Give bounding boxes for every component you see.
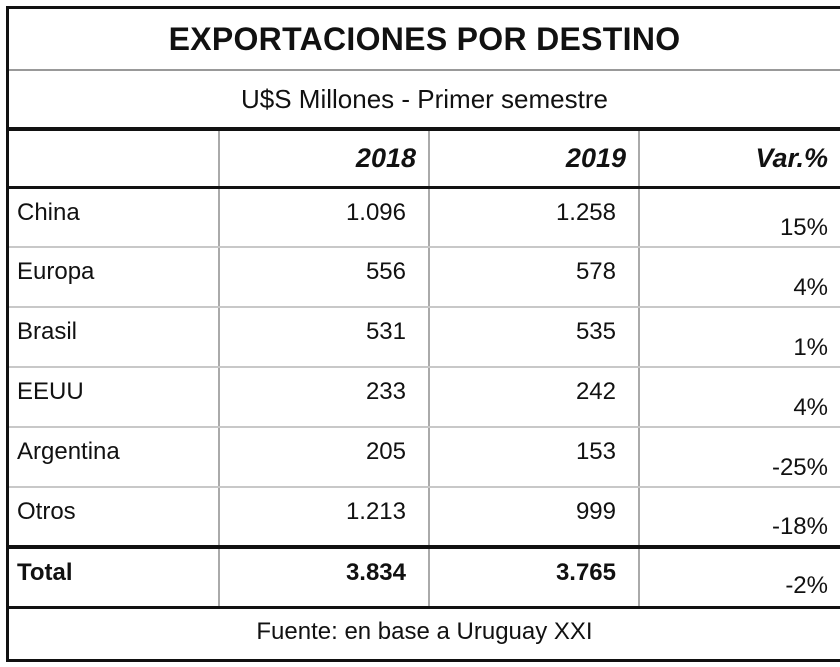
row-value-2018: 1.213 <box>219 487 430 548</box>
row-category: Brasil <box>9 307 220 368</box>
row-variation: -25% <box>639 427 840 488</box>
table-row: Argentina 205 153 -25% <box>9 427 840 488</box>
total-variation: -2% <box>639 545 840 609</box>
header-cell-var: Var.% <box>639 131 840 189</box>
table-subtitle: U$S Millones - Primer semestre <box>9 71 840 131</box>
total-value-2018: 3.834 <box>219 545 430 609</box>
header-row: 2018 2019 Var.% <box>9 131 840 189</box>
row-value-2019: 535 <box>429 307 640 368</box>
total-row: Total 3.834 3.765 -2% <box>9 545 840 609</box>
row-value-2018: 531 <box>219 307 430 368</box>
row-category: Otros <box>9 487 220 548</box>
table-row: Europa 556 578 4% <box>9 247 840 308</box>
row-category: Argentina <box>9 427 220 488</box>
header-cell-2018: 2018 <box>219 131 430 189</box>
table-row: Otros 1.213 999 -18% <box>9 487 840 548</box>
row-value-2018: 233 <box>219 367 430 428</box>
exports-table: 2018 2019 Var.% China 1.096 1.258 15% Eu… <box>9 131 840 609</box>
row-value-2019: 153 <box>429 427 640 488</box>
header-cell-destination <box>9 131 220 189</box>
row-category: EEUU <box>9 367 220 428</box>
row-value-2019: 999 <box>429 487 640 548</box>
row-value-2018: 556 <box>219 247 430 308</box>
row-variation: -18% <box>639 487 840 548</box>
row-variation: 4% <box>639 367 840 428</box>
row-variation: 4% <box>639 247 840 308</box>
row-category: China <box>9 187 220 248</box>
source-note: Fuente: en base a Uruguay XXI <box>256 617 593 645</box>
row-variation: 1% <box>639 307 840 368</box>
row-category: Europa <box>9 247 220 308</box>
row-value-2019: 1.258 <box>429 187 640 248</box>
total-value-2019: 3.765 <box>429 545 640 609</box>
table-frame: EXPORTACIONES POR DESTINO U$S Millones -… <box>6 6 840 662</box>
total-label: Total <box>9 545 220 609</box>
row-value-2019: 242 <box>429 367 640 428</box>
table-row: Brasil 531 535 1% <box>9 307 840 368</box>
table-title: EXPORTACIONES POR DESTINO <box>9 9 840 71</box>
table-row: China 1.096 1.258 15% <box>9 187 840 248</box>
row-value-2018: 205 <box>219 427 430 488</box>
row-value-2018: 1.096 <box>219 187 430 248</box>
row-variation: 15% <box>639 187 840 248</box>
table-row: EEUU 233 242 4% <box>9 367 840 428</box>
row-value-2019: 578 <box>429 247 640 308</box>
header-cell-2019: 2019 <box>429 131 640 189</box>
